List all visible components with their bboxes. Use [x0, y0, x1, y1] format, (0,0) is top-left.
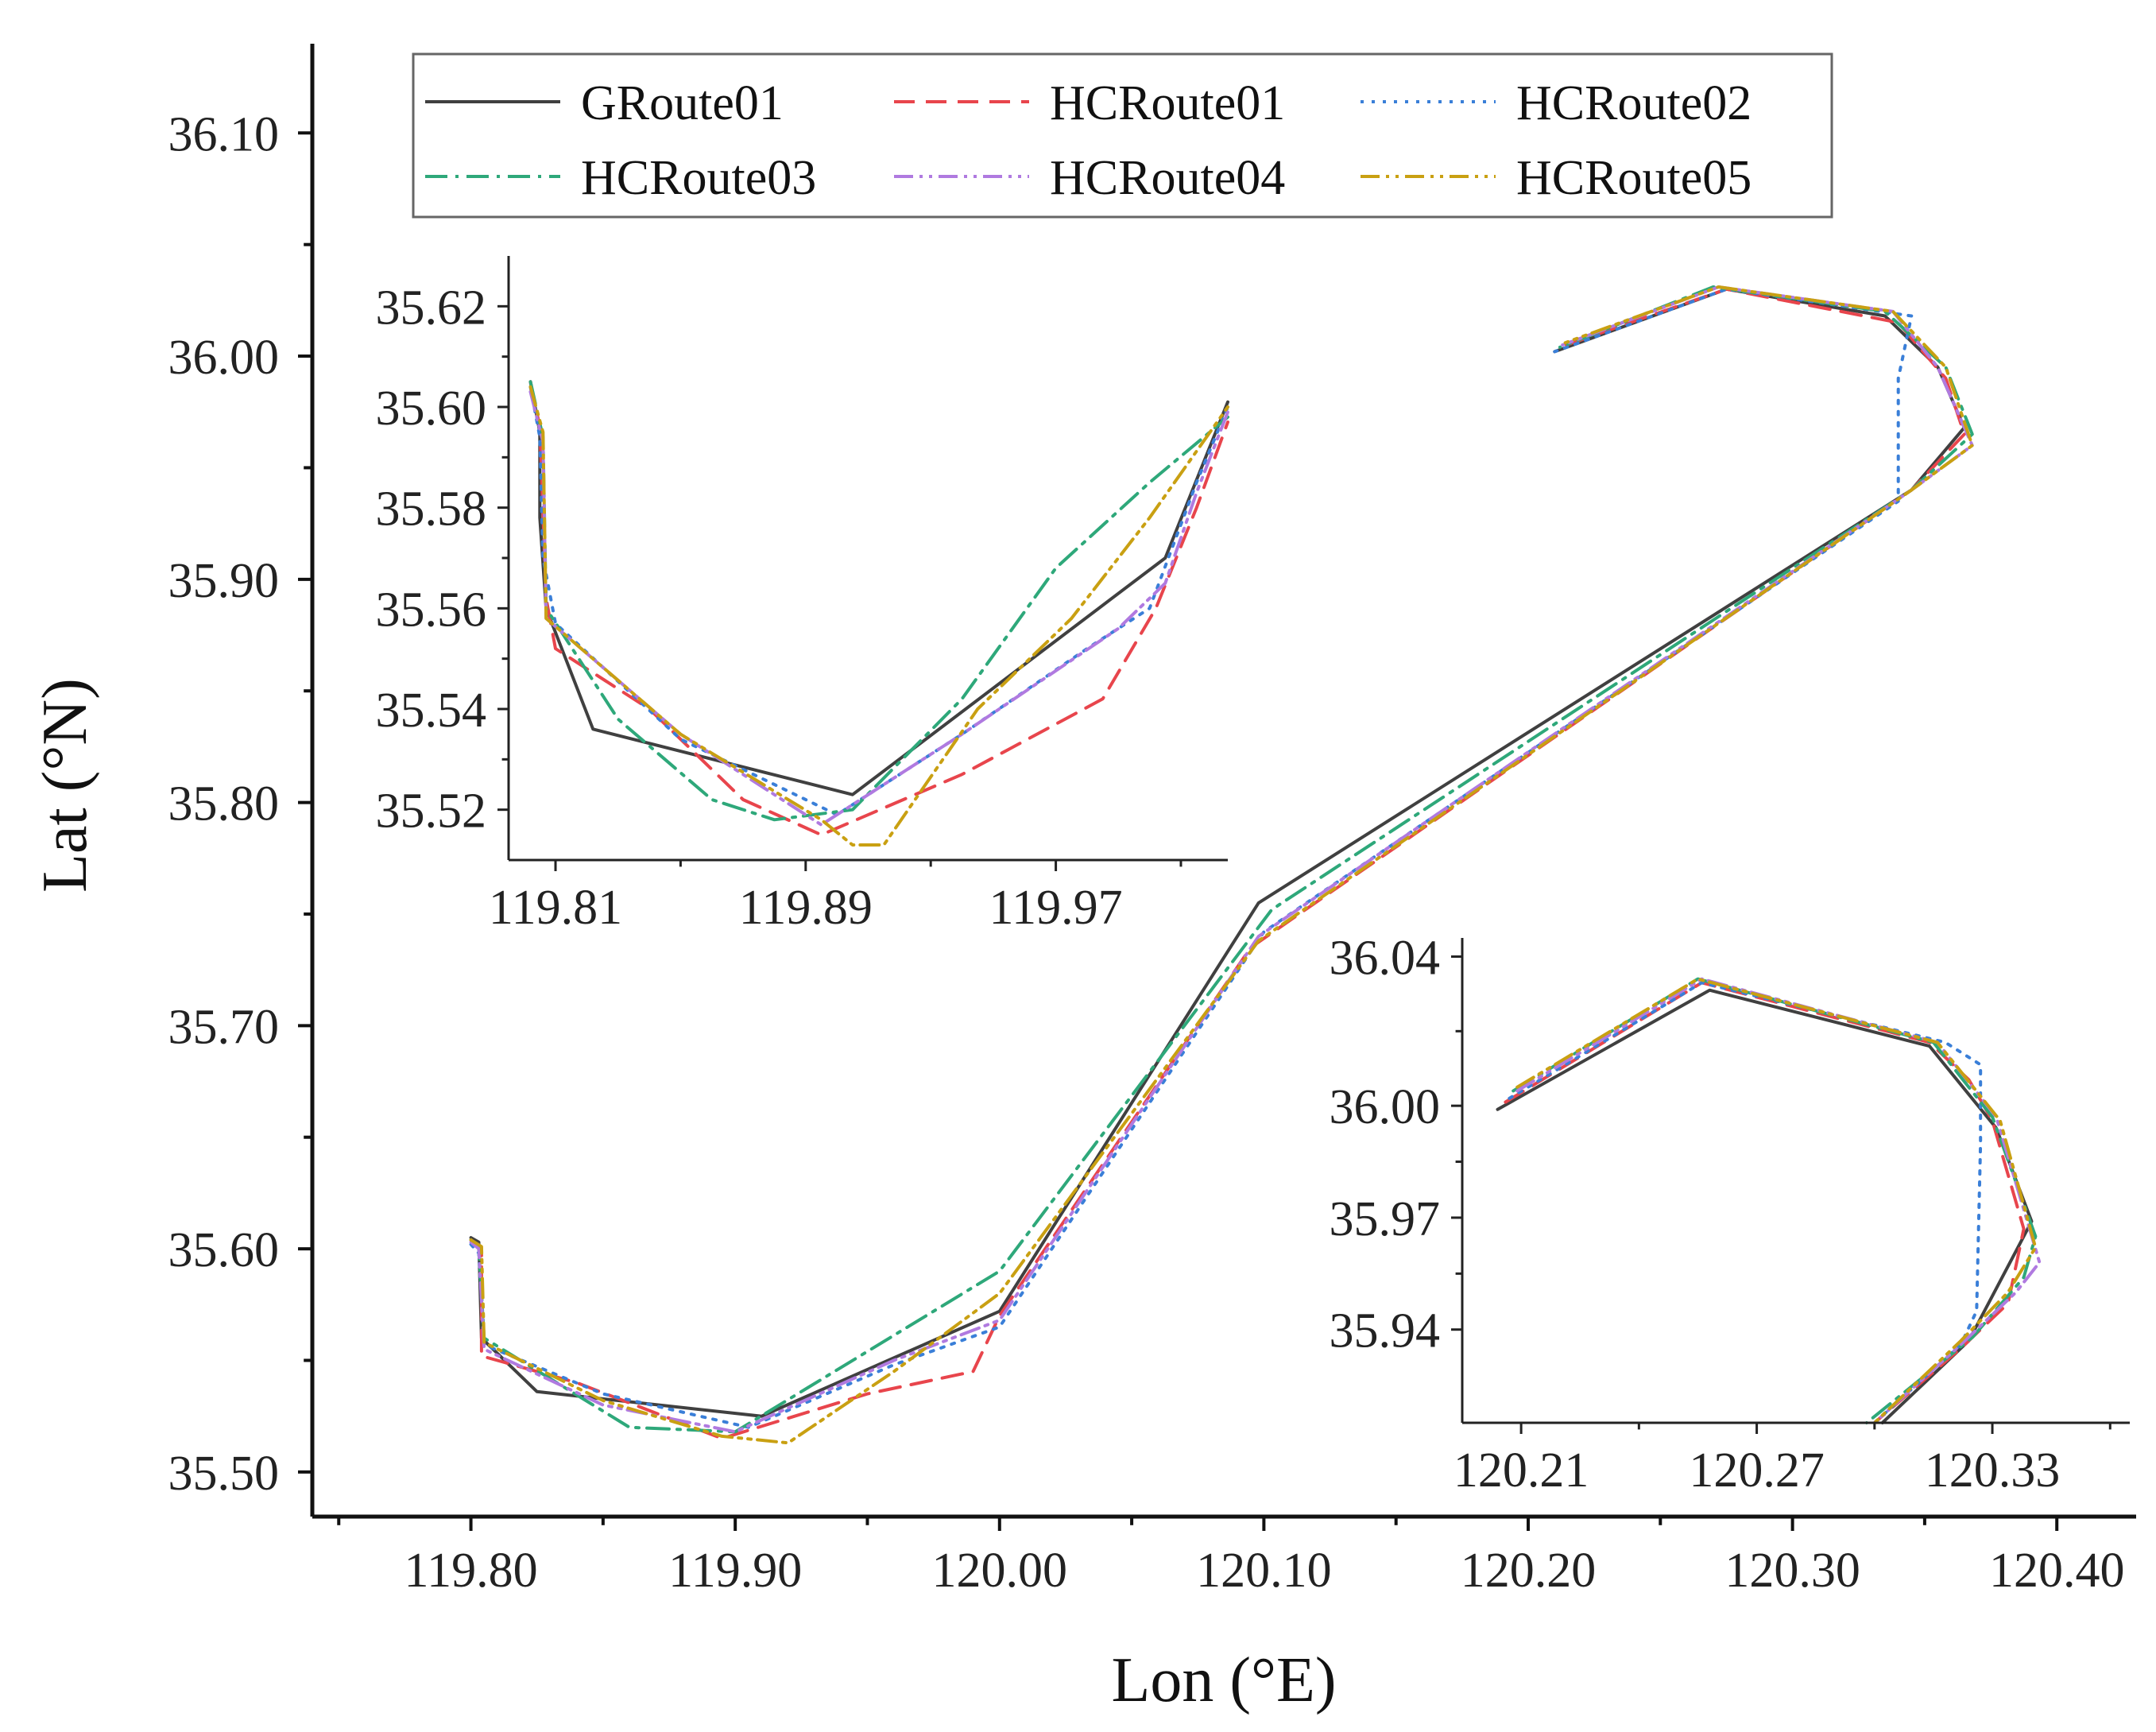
main-series-hcroute05 — [469, 285, 1974, 1445]
main-x-tick-label: 119.90 — [668, 1544, 802, 1598]
main-x-tick-label: 120.20 — [1461, 1544, 1597, 1598]
main-series-hcroute01 — [469, 287, 1966, 1440]
main-y-tick-label: 36.00 — [168, 331, 280, 385]
legend-frame — [412, 52, 1833, 219]
inset-northeast-y-tick-label: 35.94 — [1330, 1304, 1441, 1358]
legend-label-hcroute04: HCRoute04 — [1050, 151, 1285, 205]
inset-southwest-y-tick-label: 35.56 — [376, 583, 487, 637]
main-x-tick-label: 120.30 — [1724, 1544, 1860, 1598]
main-y-tick-label: 35.60 — [168, 1223, 280, 1277]
inset-southwest-x-tick-label: 119.89 — [739, 881, 873, 935]
inset-southwest-y-tick-label: 35.54 — [376, 684, 487, 738]
inset-northeast-series-hcroute05 — [1515, 977, 2038, 1424]
inset-northeast-y-tick-label: 36.04 — [1330, 931, 1441, 985]
inset-southwest-y-tick-label: 35.58 — [376, 482, 487, 537]
inset-southwest-y-tick-label: 35.52 — [376, 785, 487, 839]
legend-label-hcroute05: HCRoute05 — [1516, 151, 1752, 205]
inset-northeast-y-tick-label: 35.97 — [1330, 1192, 1441, 1246]
main-series-group — [469, 285, 1974, 1445]
main-x-tick-label: 120.40 — [1989, 1544, 2125, 1598]
legend-label-groute01: GRoute01 — [581, 76, 784, 130]
inset-northeast-y-tick-label: 36.00 — [1330, 1080, 1441, 1134]
inset-southwest-series-group — [528, 380, 1229, 847]
main-x-tick-label: 119.80 — [404, 1544, 537, 1598]
main-x-tick-label: 120.10 — [1196, 1544, 1332, 1598]
inset-southwest-x-tick-label: 119.81 — [489, 881, 622, 935]
inset-southwest-y-tick-label: 35.60 — [376, 382, 487, 436]
inset-southwest-y-tick-label: 35.62 — [376, 281, 487, 335]
inset-southwest-background — [509, 256, 1228, 860]
inset-northeast-series-group — [1496, 977, 2042, 1424]
inset-northeast-background — [1462, 938, 2130, 1423]
y-axis-title: Lat (°N) — [30, 678, 100, 893]
main-y-tick-label: 35.80 — [168, 777, 280, 831]
main-y-tick-label: 35.70 — [168, 1000, 280, 1054]
legend-label-hcroute03: HCRoute03 — [581, 151, 816, 205]
main-x-tick-label: 120.00 — [932, 1544, 1068, 1598]
x-axis-title: Lon (°E) — [1111, 1645, 1336, 1715]
inset-southwest-series-hcroute05 — [528, 385, 1229, 847]
inset-southwest: 119.81 119.89 119.97 35.52 35.54 35.56 35.58 35… — [376, 256, 1229, 935]
main-ticks: 119.80 119.90 120.00 120.10 120.20 120.30 120.… — [168, 107, 2125, 1598]
main-y-tick-label: 35.50 — [168, 1447, 280, 1501]
inset-southwest-ticks: 119.81 119.89 119.97 35.52 35.54 35.56 35.58 35… — [376, 281, 1183, 935]
legend-label-hcroute01: HCRoute01 — [1050, 76, 1285, 130]
inset-northeast-ticks: 120.21 120.27 120.33 35.94 35.97 36.00 36.04 — [1330, 931, 2111, 1498]
main-y-tick-label: 36.10 — [168, 107, 280, 161]
main-plot: 119.80 119.90 120.00 120.10 120.20 120.30 120.… — [30, 44, 2136, 1715]
inset-northeast-x-tick-label: 120.33 — [1925, 1443, 2061, 1498]
inset-northeast-x-tick-label: 120.21 — [1453, 1443, 1589, 1498]
legend-label-hcroute02: HCRoute02 — [1516, 76, 1752, 130]
main-y-tick-label: 35.90 — [168, 554, 280, 608]
inset-northeast-x-tick-label: 120.27 — [1689, 1443, 1825, 1498]
inset-northeast: 120.21 120.27 120.33 35.94 35.97 36.00 36.04 — [1330, 931, 2130, 1498]
inset-southwest-x-tick-label: 119.97 — [989, 881, 1122, 935]
legend: GRoute01 HCRoute01 HCRoute02 HCRoute03 HCRou… — [412, 52, 1833, 219]
